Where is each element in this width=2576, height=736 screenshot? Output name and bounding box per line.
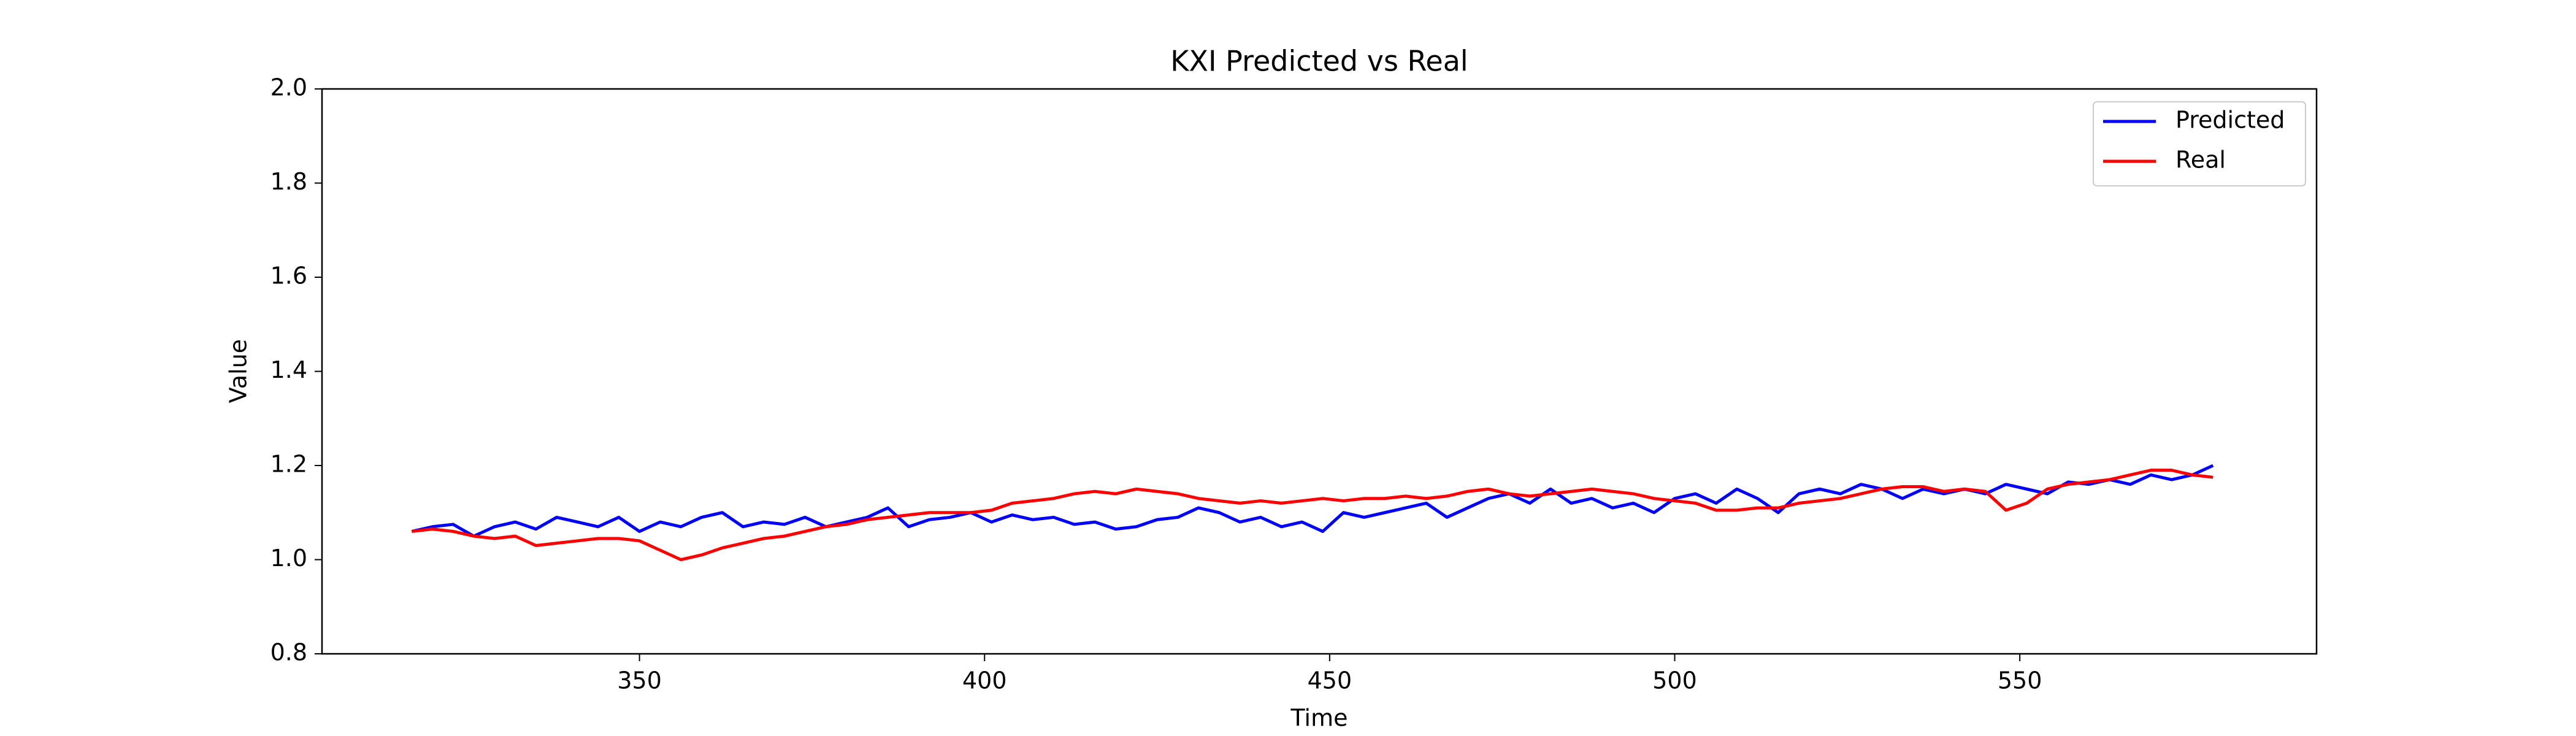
y-tick-label: 1.6 [270, 263, 307, 289]
x-axis-label: Time [1290, 705, 1348, 732]
plot-frame [321, 88, 2318, 655]
data-line [411, 464, 2214, 538]
y-tick-label: 1.8 [270, 168, 307, 195]
x-tick-label: 350 [617, 667, 662, 694]
y-tick-label: 1.0 [270, 545, 307, 572]
y-tick-label: 2.0 [270, 74, 307, 101]
x-tick-label: 450 [1308, 667, 1352, 694]
y-tick-label: 0.8 [270, 639, 307, 666]
legend-label: Predicted [2175, 107, 2285, 134]
y-tick-label: 1.4 [270, 356, 307, 383]
y-tick-label: 1.2 [270, 451, 307, 478]
chart-title: KXI Predicted vs Real [1170, 45, 1468, 78]
legend-label: Real [2175, 147, 2226, 174]
x-tick-label: 550 [1998, 667, 2042, 694]
x-tick-label: 400 [962, 667, 1007, 694]
x-tick-label: 500 [1652, 667, 1697, 694]
data-line [412, 469, 2214, 561]
y-axis-label: Value [225, 339, 252, 403]
